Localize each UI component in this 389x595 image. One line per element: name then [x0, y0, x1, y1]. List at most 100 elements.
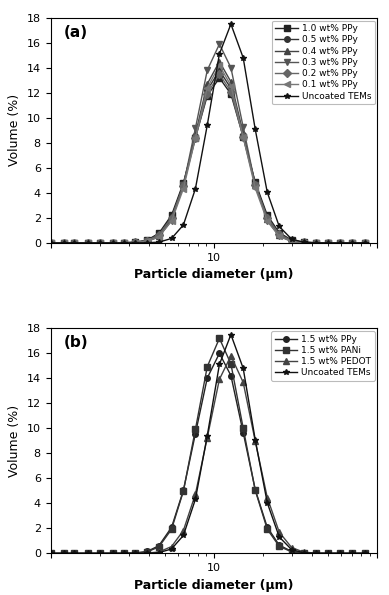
1.5 wt% PPy [121, 550, 126, 557]
1.5 wt% PANi [326, 550, 331, 557]
1.5 wt% PPy [61, 550, 66, 557]
0.1 wt% PPy [277, 233, 282, 240]
1.5 wt% PEDOT [253, 438, 258, 445]
Line: 0.5 wt% PPy: 0.5 wt% PPy [48, 68, 367, 246]
0.3 wt% PPy [72, 239, 77, 246]
Uncoated TEMs [253, 126, 258, 133]
0.3 wt% PPy [121, 239, 126, 246]
Uncoated TEMs [72, 239, 77, 246]
0.1 wt% PPy [86, 239, 91, 246]
0.5 wt% PPy [145, 237, 149, 244]
0.4 wt% PPy [277, 232, 282, 239]
Uncoated TEMs [86, 239, 91, 246]
1.5 wt% PANi [241, 425, 245, 432]
0.3 wt% PPy [110, 239, 115, 246]
Uncoated TEMs [301, 549, 306, 556]
Text: (b): (b) [64, 335, 88, 350]
1.5 wt% PEDOT [169, 543, 174, 550]
1.5 wt% PPy [253, 486, 258, 493]
1.5 wt% PPy [110, 550, 115, 557]
Line: Uncoated TEMs: Uncoated TEMs [48, 21, 367, 246]
0.2 wt% PPy [193, 135, 198, 142]
0.5 wt% PPy [301, 239, 306, 246]
0.4 wt% PPy [110, 239, 115, 246]
1.5 wt% PPy [156, 542, 161, 549]
1.0 wt% PPy [97, 239, 102, 246]
0.1 wt% PPy [72, 239, 77, 246]
Uncoated TEMs [350, 550, 355, 557]
0.1 wt% PPy [169, 218, 174, 225]
Text: (a): (a) [64, 24, 88, 40]
0.5 wt% PPy [314, 239, 318, 246]
1.5 wt% PEDOT [145, 550, 149, 557]
1.5 wt% PEDOT [338, 550, 343, 557]
0.2 wt% PPy [229, 88, 233, 95]
0.5 wt% PPy [110, 239, 115, 246]
1.0 wt% PPy [110, 239, 115, 246]
1.5 wt% PANi [253, 487, 258, 494]
0.4 wt% PPy [289, 237, 294, 245]
1.5 wt% PEDOT [156, 549, 161, 556]
Uncoated TEMs [121, 239, 126, 246]
0.5 wt% PPy [72, 239, 77, 246]
Uncoated TEMs [314, 550, 318, 557]
0.3 wt% PPy [326, 239, 331, 246]
0.1 wt% PPy [265, 218, 270, 225]
Uncoated TEMs [241, 54, 245, 61]
0.5 wt% PPy [181, 181, 186, 188]
1.5 wt% PEDOT [205, 434, 210, 441]
Uncoated TEMs [265, 499, 270, 506]
0.3 wt% PPy [301, 239, 306, 246]
Uncoated TEMs [277, 223, 282, 230]
0.4 wt% PPy [145, 237, 149, 245]
1.0 wt% PPy [277, 229, 282, 236]
Uncoated TEMs [314, 239, 318, 246]
0.3 wt% PPy [61, 239, 66, 246]
1.5 wt% PANi [277, 543, 282, 550]
1.5 wt% PPy [314, 550, 318, 557]
1.5 wt% PPy [350, 550, 355, 557]
1.0 wt% PPy [145, 236, 149, 243]
0.3 wt% PPy [181, 182, 186, 189]
Uncoated TEMs [205, 432, 210, 439]
1.0 wt% PPy [229, 90, 233, 98]
1.0 wt% PPy [48, 239, 53, 246]
0.4 wt% PPy [229, 78, 233, 85]
0.5 wt% PPy [133, 239, 138, 246]
Uncoated TEMs [48, 239, 53, 246]
1.0 wt% PPy [338, 239, 343, 246]
0.4 wt% PPy [48, 239, 53, 246]
0.3 wt% PPy [253, 181, 258, 188]
Uncoated TEMs [61, 239, 66, 246]
1.0 wt% PPy [193, 134, 198, 141]
1.5 wt% PANi [61, 550, 66, 557]
0.3 wt% PPy [350, 239, 355, 246]
0.2 wt% PPy [156, 231, 161, 239]
Uncoated TEMs [145, 550, 149, 557]
Uncoated TEMs [133, 239, 138, 246]
0.1 wt% PPy [121, 239, 126, 246]
0.1 wt% PPy [61, 239, 66, 246]
0.2 wt% PPy [253, 181, 258, 189]
1.5 wt% PANi [205, 363, 210, 370]
0.3 wt% PPy [97, 239, 102, 246]
Uncoated TEMs [241, 365, 245, 372]
1.5 wt% PEDOT [48, 550, 53, 557]
0.3 wt% PPy [48, 239, 53, 246]
0.3 wt% PPy [338, 239, 343, 246]
1.5 wt% PPy [326, 550, 331, 557]
1.5 wt% PPy [241, 429, 245, 436]
0.5 wt% PPy [205, 87, 210, 94]
1.5 wt% PPy [217, 350, 222, 357]
1.0 wt% PPy [133, 239, 138, 246]
0.1 wt% PPy [362, 239, 367, 246]
Uncoated TEMs [289, 236, 294, 243]
0.1 wt% PPy [48, 239, 53, 246]
Uncoated TEMs [181, 221, 186, 228]
1.0 wt% PPy [301, 239, 306, 246]
Uncoated TEMs [326, 550, 331, 557]
1.0 wt% PPy [289, 236, 294, 243]
1.5 wt% PEDOT [326, 550, 331, 557]
0.4 wt% PPy [265, 216, 270, 223]
1.0 wt% PPy [217, 74, 222, 82]
